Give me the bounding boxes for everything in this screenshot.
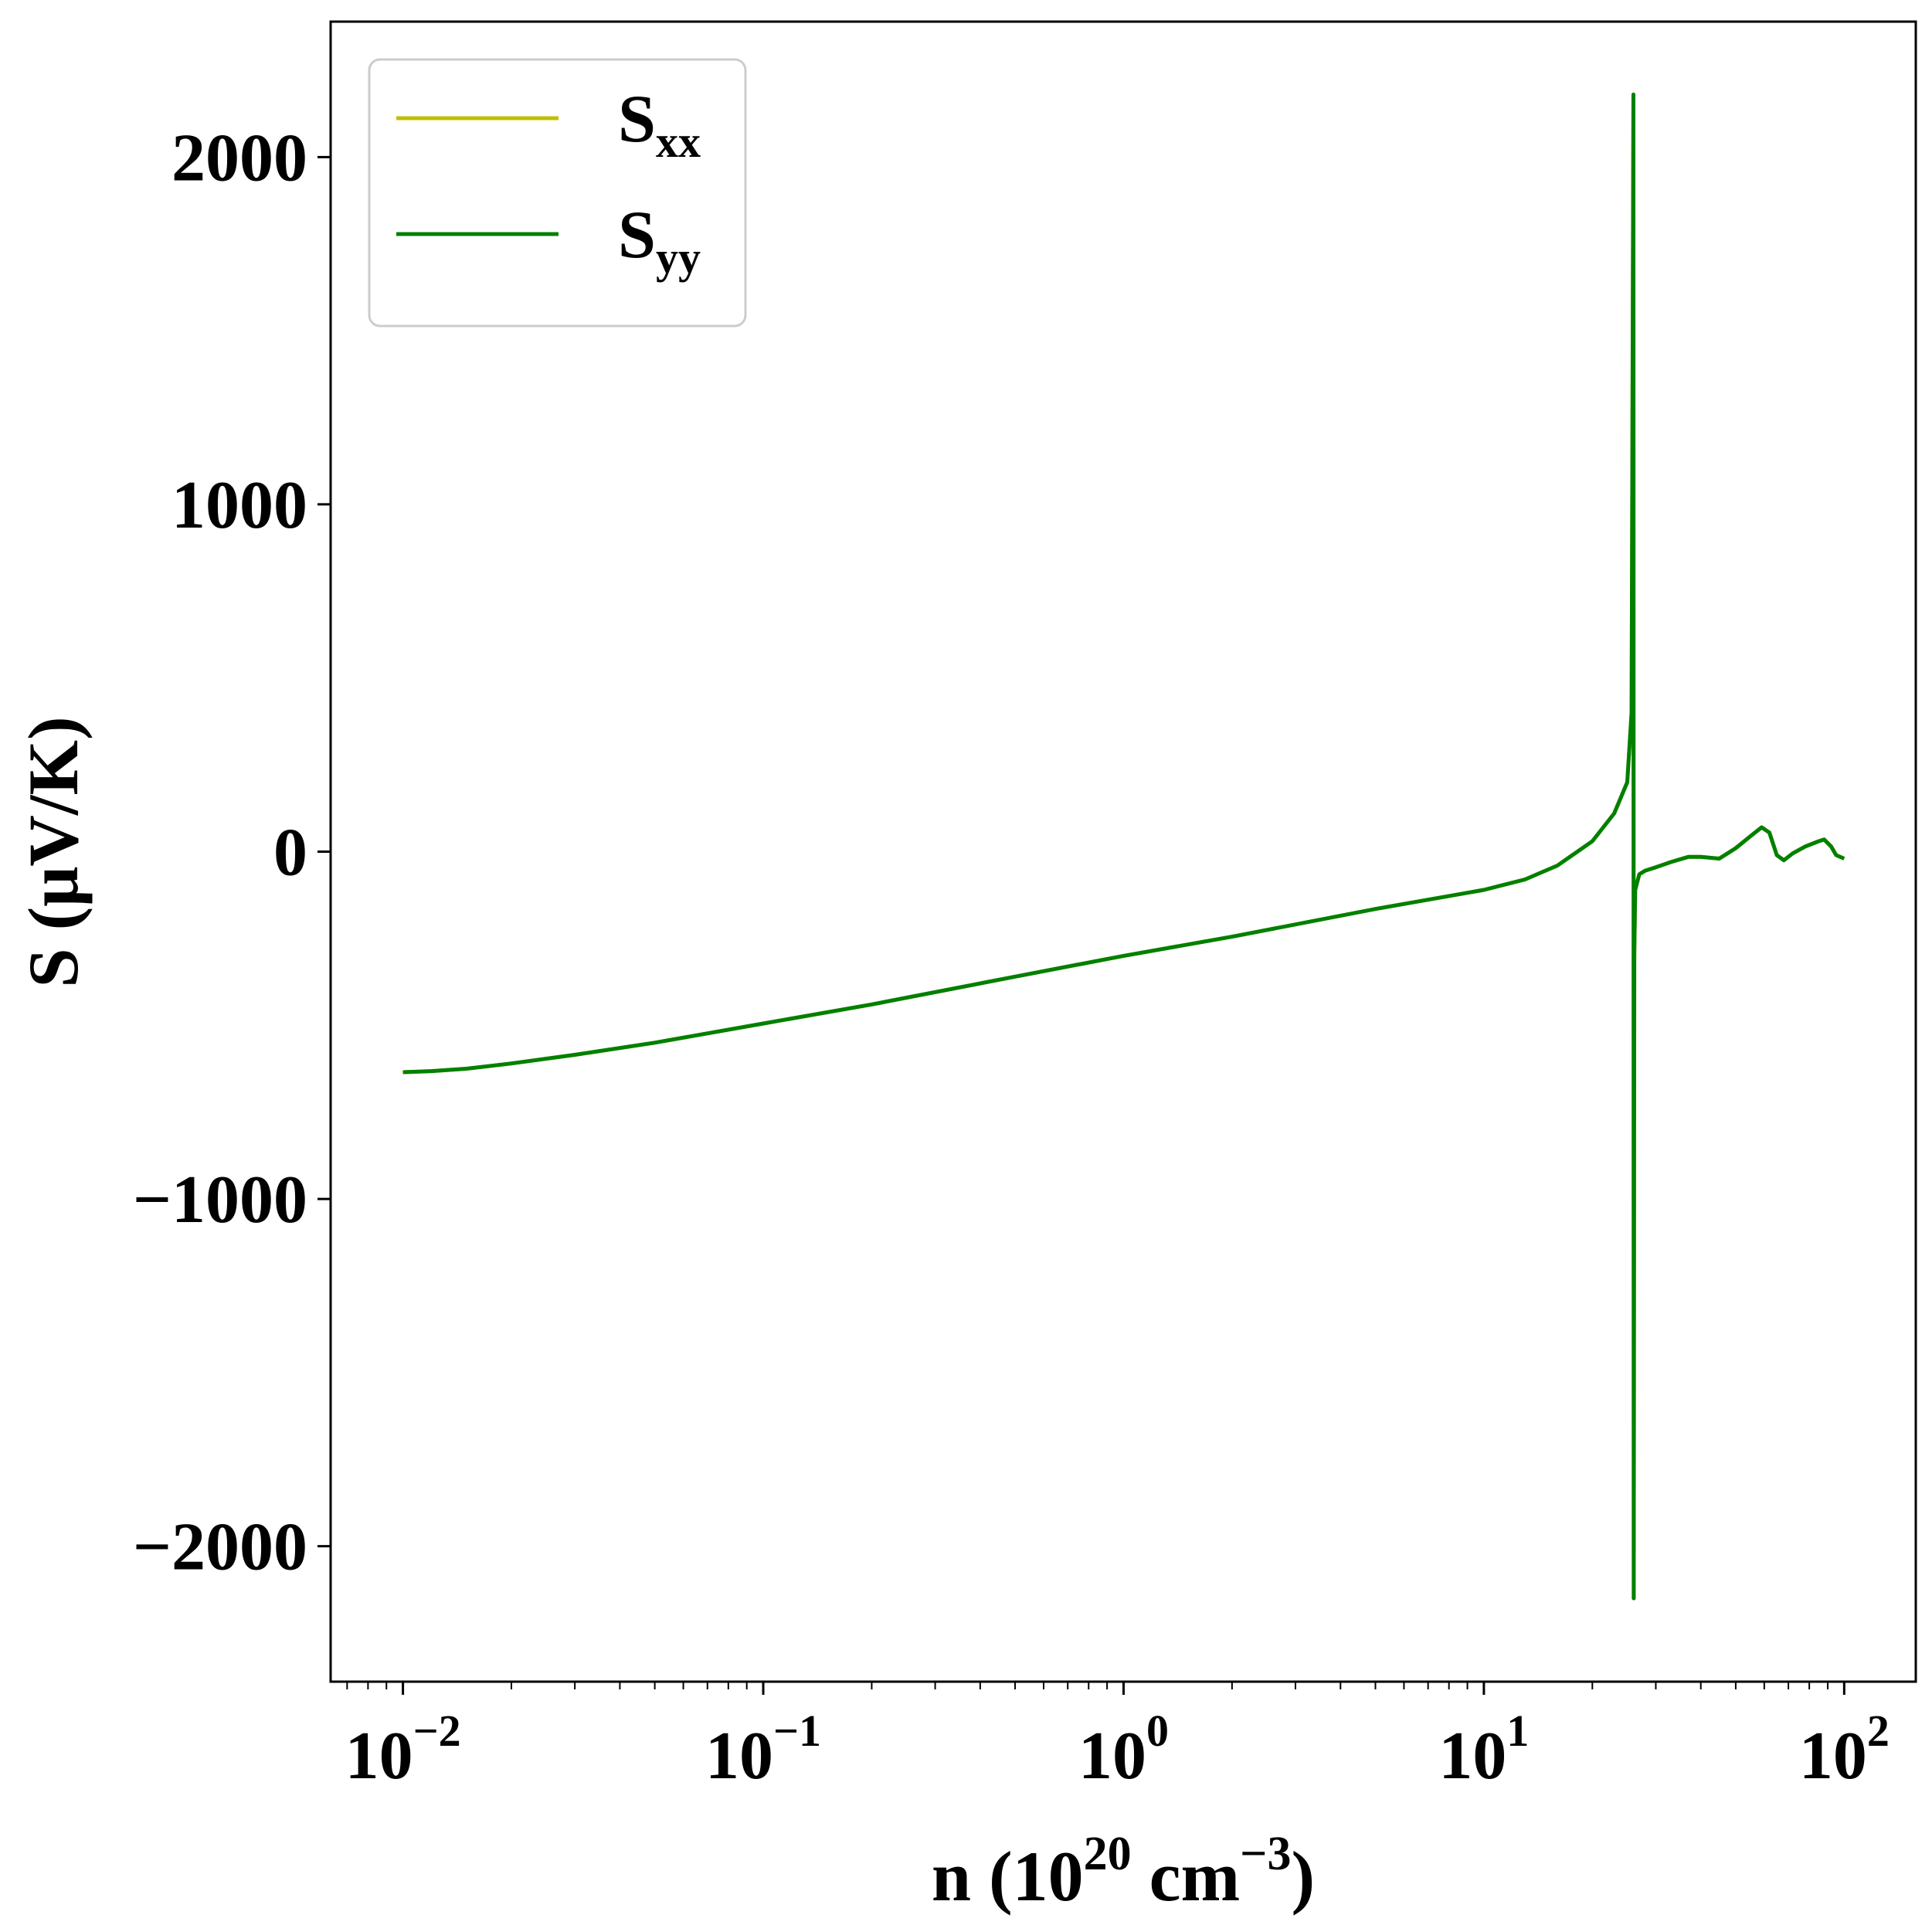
series-line-syy <box>402 92 1845 1601</box>
y-tick-label: 2000 <box>171 121 307 195</box>
x-tick-label: 10−1 <box>705 1706 821 1794</box>
x-tick-label: 101 <box>1438 1706 1529 1794</box>
y-tick-labels: 2000 1000 0 −1000 −2000 <box>133 121 307 1584</box>
legend-label-sxx: Sxx <box>618 82 701 167</box>
x-tick-labels: 10−2 10−1 100 101 102 <box>345 1706 1890 1794</box>
legend-box <box>368 58 747 328</box>
x-tick-label-base: 10 <box>1078 1719 1146 1794</box>
y-tick-label: 1000 <box>171 468 307 543</box>
x-tick-label-exp: 0 <box>1146 1706 1169 1756</box>
x-axis-title: n (1020 cm−3) <box>932 1828 1315 1916</box>
x-tick-label-base: 10 <box>1438 1719 1506 1794</box>
y-tick-label: 0 <box>273 816 307 891</box>
y-tick-label: −1000 <box>133 1163 307 1238</box>
legend-label-syy: Syy <box>618 198 701 283</box>
x-tick-label-exp: −2 <box>413 1706 461 1756</box>
legend: Sxx Syy <box>368 58 747 328</box>
x-axis-title-part1: n (10 <box>932 1837 1084 1916</box>
series-layer <box>402 92 1845 1601</box>
x-tick-label: 100 <box>1078 1706 1169 1794</box>
major-ticks <box>317 155 1845 1695</box>
x-axis-title-sup1: 20 <box>1084 1828 1132 1880</box>
legend-label-syy-sub: yy <box>656 233 701 283</box>
x-tick-label-base: 10 <box>1799 1719 1867 1794</box>
y-tick-label: −2000 <box>133 1510 307 1585</box>
plot-frame <box>329 20 1917 1683</box>
y-axis-title: S (μV/K) <box>14 716 93 987</box>
legend-label-sxx-sub: xx <box>656 117 701 167</box>
x-axis-title-sup2: −3 <box>1240 1828 1291 1880</box>
legend-label-sxx-main: S <box>618 82 656 157</box>
x-minor-ticks <box>346 1682 1828 1689</box>
x-axis-title-end: ) <box>1292 1837 1316 1916</box>
x-tick-label-exp: 2 <box>1867 1706 1890 1756</box>
x-tick-label-base: 10 <box>705 1719 773 1794</box>
x-tick-label: 102 <box>1799 1706 1890 1794</box>
x-axis-title-part2: cm <box>1132 1837 1240 1916</box>
legend-label-syy-main: S <box>618 198 656 273</box>
x-tick-label-base: 10 <box>345 1719 413 1794</box>
x-tick-label: 10−2 <box>345 1706 461 1794</box>
x-tick-label-exp: −1 <box>773 1706 821 1756</box>
x-tick-label-exp: 1 <box>1506 1706 1529 1756</box>
